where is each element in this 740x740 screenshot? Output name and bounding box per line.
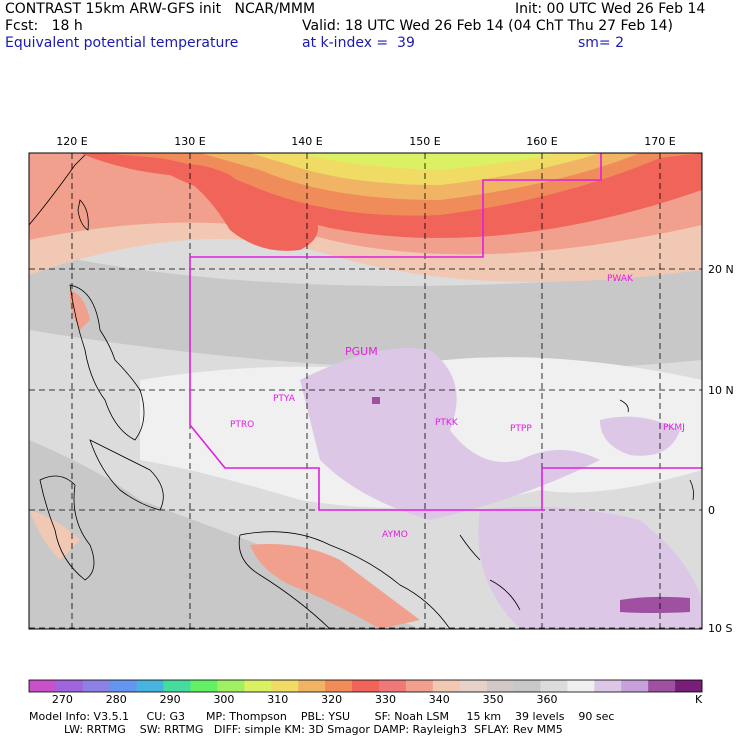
colorbar-swatch (109, 680, 137, 692)
colorbar-swatch (486, 680, 514, 692)
region-boundary (189, 153, 702, 511)
colorbar-tick-label: 320 (321, 693, 343, 706)
colorbar-tick-label: 330 (374, 693, 396, 706)
colorbar-swatch (217, 680, 245, 692)
colorbar-unit: K (695, 693, 703, 706)
lon-label: 170 E (644, 135, 675, 148)
valid-time: Valid: 18 UTC Wed 26 Feb 14 (04 ChT Thu … (302, 18, 674, 34)
colorbar-swatch (378, 680, 407, 692)
colorbar-swatch (271, 680, 299, 692)
station-markers: PWAK PGUM PTYA PTRO PTKK PTPP PKMJ AYMO (230, 274, 685, 540)
colorbar-swatch (163, 680, 191, 692)
colorbar (28, 679, 703, 693)
colorbar-tick-label: 310 (267, 693, 289, 706)
station-label: PTPP (510, 424, 532, 434)
colorbar-tick-label: 300 (213, 693, 235, 706)
colorbar-swatch (325, 680, 353, 692)
colorbar-frame (28, 679, 703, 693)
colorbar-swatch (405, 680, 434, 692)
colorbar-swatch (675, 680, 703, 692)
colorbar-swatch (244, 680, 272, 692)
model-info-line1: Model Info: V3.5.1 CU: G3 MP: Thompson P… (29, 710, 615, 723)
model-title: CONTRAST 15km ARW-GFS init NCAR/MMM (5, 1, 316, 17)
colorbar-tick-label: 340 (428, 693, 450, 706)
colorbar-swatch (190, 680, 218, 692)
level-index: at k-index = 39 (302, 35, 415, 51)
colorbar-tick-label: 290 (159, 693, 181, 706)
forecast-hour: Fcst: 18 h (5, 18, 83, 34)
colorbar-swatch (459, 680, 487, 692)
lon-label: 120 E (56, 135, 87, 148)
lon-label: 140 E (291, 135, 322, 148)
lon-label: 150 E (409, 135, 440, 148)
lon-label: 160 E (526, 135, 557, 148)
smoothing: sm= 2 (578, 35, 625, 51)
colorbar-tick-label: 360 (536, 693, 558, 706)
station-label: PKMJ (663, 423, 685, 433)
station-label: PGUM (345, 345, 378, 358)
colorbar-tick-label: 270 (51, 693, 73, 706)
lat-label: 20 N (708, 263, 734, 276)
graticule (29, 153, 702, 629)
colorbar-swatch (621, 680, 649, 692)
colorbar-swatch (432, 680, 461, 692)
lat-label: 10 N (708, 384, 734, 397)
init-time: Init: 00 UTC Wed 26 Feb 14 (515, 1, 706, 17)
lat-label: 10 S (708, 622, 732, 635)
colorbar-swatch (513, 680, 541, 692)
latitude-labels: 20 N 10 N 0 10 S (708, 263, 734, 635)
field-name: Equivalent potential temperature (5, 35, 239, 51)
colorbar-swatch (648, 680, 676, 692)
model-info-line2: LW: RRTMG SW: RRTMG DIFF: simple KM: 3D … (29, 723, 563, 736)
longitude-labels: 120 E 130 E 140 E 150 E 160 E 170 E (56, 135, 675, 148)
colorbar-swatch (29, 680, 57, 692)
colorbar-swatch (55, 680, 84, 692)
colorbar-swatch (567, 680, 595, 692)
station-label: AYMO (382, 530, 408, 540)
colorbar-swatch (352, 680, 380, 692)
colorbar-tick-label: 350 (482, 693, 504, 706)
theta-e-field (29, 153, 702, 629)
colorbar-tick-label: 280 (105, 693, 127, 706)
station-label: PTYA (273, 394, 296, 404)
colorbar-swatch (82, 680, 111, 692)
colorbar-swatch (136, 680, 164, 692)
colorbar-swatch (540, 680, 568, 692)
colorbar-swatch (298, 680, 326, 692)
lat-label: 0 (708, 504, 715, 517)
station-label: PWAK (607, 274, 634, 284)
station-label: PTRO (230, 420, 254, 430)
colorbar-swatch (594, 680, 622, 692)
lon-label: 130 E (174, 135, 205, 148)
station-label: PTKK (435, 418, 459, 428)
map-frame (28, 152, 703, 630)
